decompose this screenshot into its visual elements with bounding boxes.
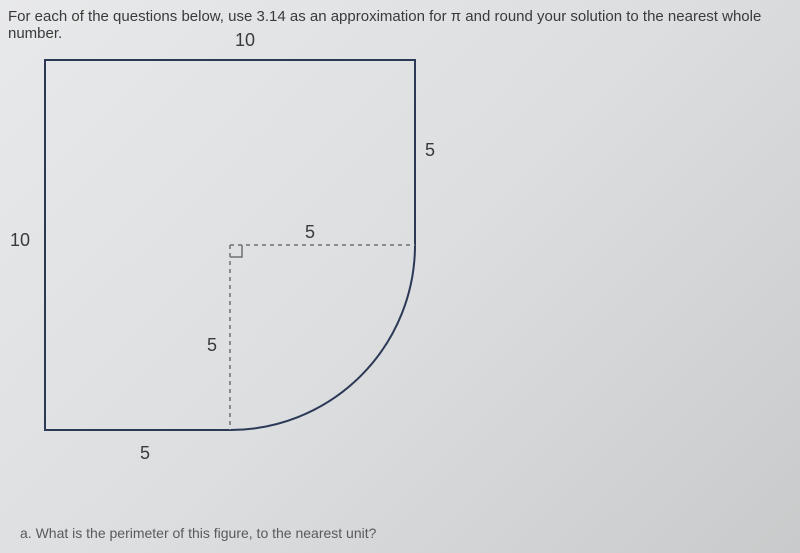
- instruction-text: For each of the questions below, use 3.1…: [8, 8, 800, 42]
- question-body: What is the perimeter of this figure, to…: [36, 525, 377, 541]
- label-bottom: 5: [140, 443, 150, 464]
- right-angle-marker: [230, 245, 242, 257]
- label-right: 5: [425, 140, 435, 161]
- question-label: a.: [20, 525, 32, 541]
- label-left: 10: [10, 230, 30, 251]
- label-top: 10: [235, 30, 255, 51]
- geometry-figure: 10 10 5 5 5 5: [35, 55, 435, 475]
- label-inner-vertical: 5: [207, 335, 217, 356]
- figure-svg: [35, 55, 435, 475]
- label-inner-horizontal: 5: [305, 222, 315, 243]
- question-text: a. What is the perimeter of this figure,…: [20, 525, 376, 541]
